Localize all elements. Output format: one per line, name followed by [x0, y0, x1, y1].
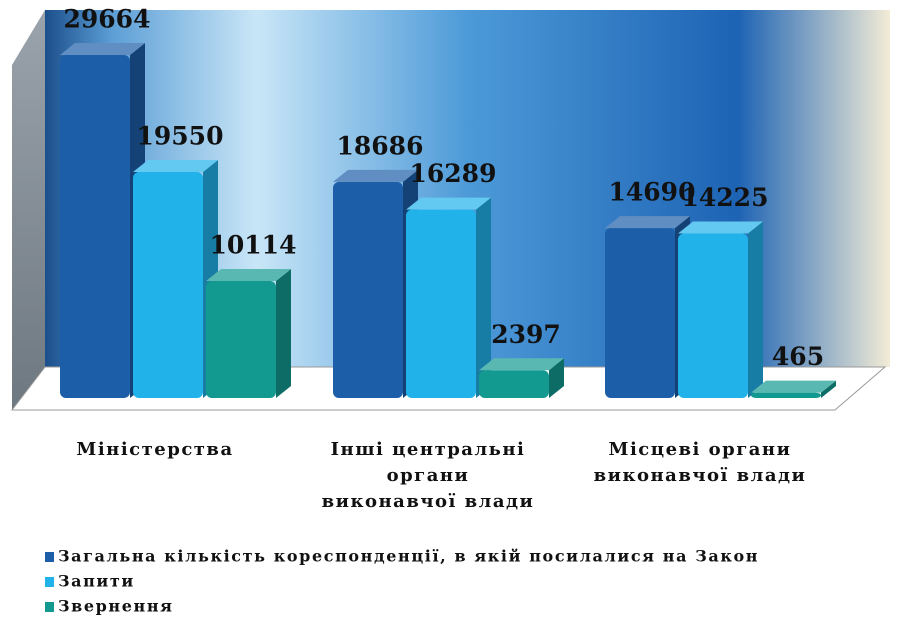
- value-label: 10114: [210, 231, 297, 260]
- legend-label: Загальна кількість кореспонденції, в які…: [58, 547, 759, 566]
- value-label: 2397: [491, 320, 561, 349]
- bar-top: [751, 380, 836, 393]
- bar-top: [60, 43, 145, 55]
- value-label: 29664: [64, 5, 151, 34]
- bar: [678, 233, 748, 398]
- bar: [206, 281, 276, 398]
- bar-side: [748, 221, 763, 398]
- bar-top: [605, 216, 690, 229]
- bar: [406, 209, 476, 398]
- category-label: Міністерства: [76, 439, 233, 460]
- category-label: органи: [387, 465, 470, 486]
- bar: [133, 171, 203, 398]
- bar-top: [206, 269, 291, 282]
- value-label: 14225: [682, 183, 769, 212]
- category-label: Місцеві органи: [609, 439, 792, 460]
- category-label: Інші центральні: [331, 439, 526, 460]
- bar: [751, 392, 821, 398]
- value-label: 19550: [137, 121, 224, 150]
- bar-top: [479, 358, 564, 371]
- bar-side: [476, 197, 491, 398]
- bar: [60, 55, 130, 398]
- bar-side: [821, 380, 836, 398]
- bar-side: [549, 358, 564, 398]
- category-label: виконавчої влади: [322, 491, 535, 512]
- legend-swatch: [45, 552, 54, 562]
- bar-top: [133, 159, 218, 172]
- legend-label: Звернення: [58, 597, 174, 616]
- bar: [479, 370, 549, 398]
- legend-swatch: [45, 577, 54, 587]
- side-wall: [12, 10, 45, 410]
- value-label: 14690: [609, 178, 696, 207]
- bar: [333, 181, 403, 398]
- category-label: виконавчої влади: [594, 465, 807, 486]
- legend-swatch: [45, 602, 54, 612]
- value-label: 16289: [410, 159, 497, 188]
- bar-top: [333, 169, 418, 182]
- bar: [605, 228, 675, 398]
- bar-top: [678, 221, 763, 234]
- value-label: 18686: [337, 131, 424, 160]
- bar-top: [406, 197, 491, 210]
- bar-side: [276, 269, 291, 398]
- legend-label: Запити: [58, 572, 135, 591]
- value-label: 465: [772, 342, 824, 371]
